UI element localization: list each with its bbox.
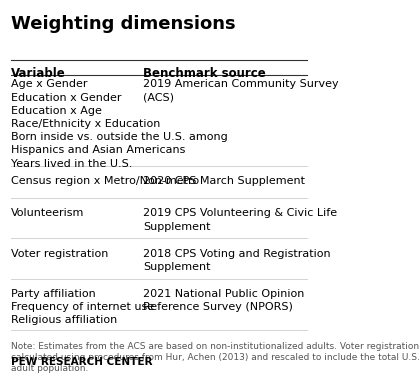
Text: Variable: Variable — [11, 67, 66, 80]
Text: 2021 National Public Opinion
Reference Survey (NPORS): 2021 National Public Opinion Reference S… — [143, 289, 304, 312]
Text: Note: Estimates from the ACS are based on non-institutionalized adults. Voter re: Note: Estimates from the ACS are based o… — [11, 342, 420, 373]
Text: Benchmark source: Benchmark source — [143, 67, 266, 80]
Text: PEW RESEARCH CENTER: PEW RESEARCH CENTER — [11, 357, 152, 367]
Text: Census region x Metro/Non-metro: Census region x Metro/Non-metro — [11, 176, 199, 186]
Text: 2018 CPS Voting and Registration
Supplement: 2018 CPS Voting and Registration Supplem… — [143, 249, 331, 272]
Text: 2020 CPS March Supplement: 2020 CPS March Supplement — [143, 176, 305, 186]
Text: Weighting dimensions: Weighting dimensions — [11, 15, 236, 32]
Text: 2019 American Community Survey
(ACS): 2019 American Community Survey (ACS) — [143, 79, 339, 103]
Text: Volunteerism: Volunteerism — [11, 209, 84, 219]
Text: Party affiliation
Frequency of internet use
Religious affiliation: Party affiliation Frequency of internet … — [11, 289, 154, 325]
Text: Age x Gender
Education x Gender
Education x Age
Race/Ethnicity x Education
Born : Age x Gender Education x Gender Educatio… — [11, 79, 228, 168]
Text: Voter registration: Voter registration — [11, 249, 108, 259]
Text: 2019 CPS Volunteering & Civic Life
Supplement: 2019 CPS Volunteering & Civic Life Suppl… — [143, 209, 337, 231]
